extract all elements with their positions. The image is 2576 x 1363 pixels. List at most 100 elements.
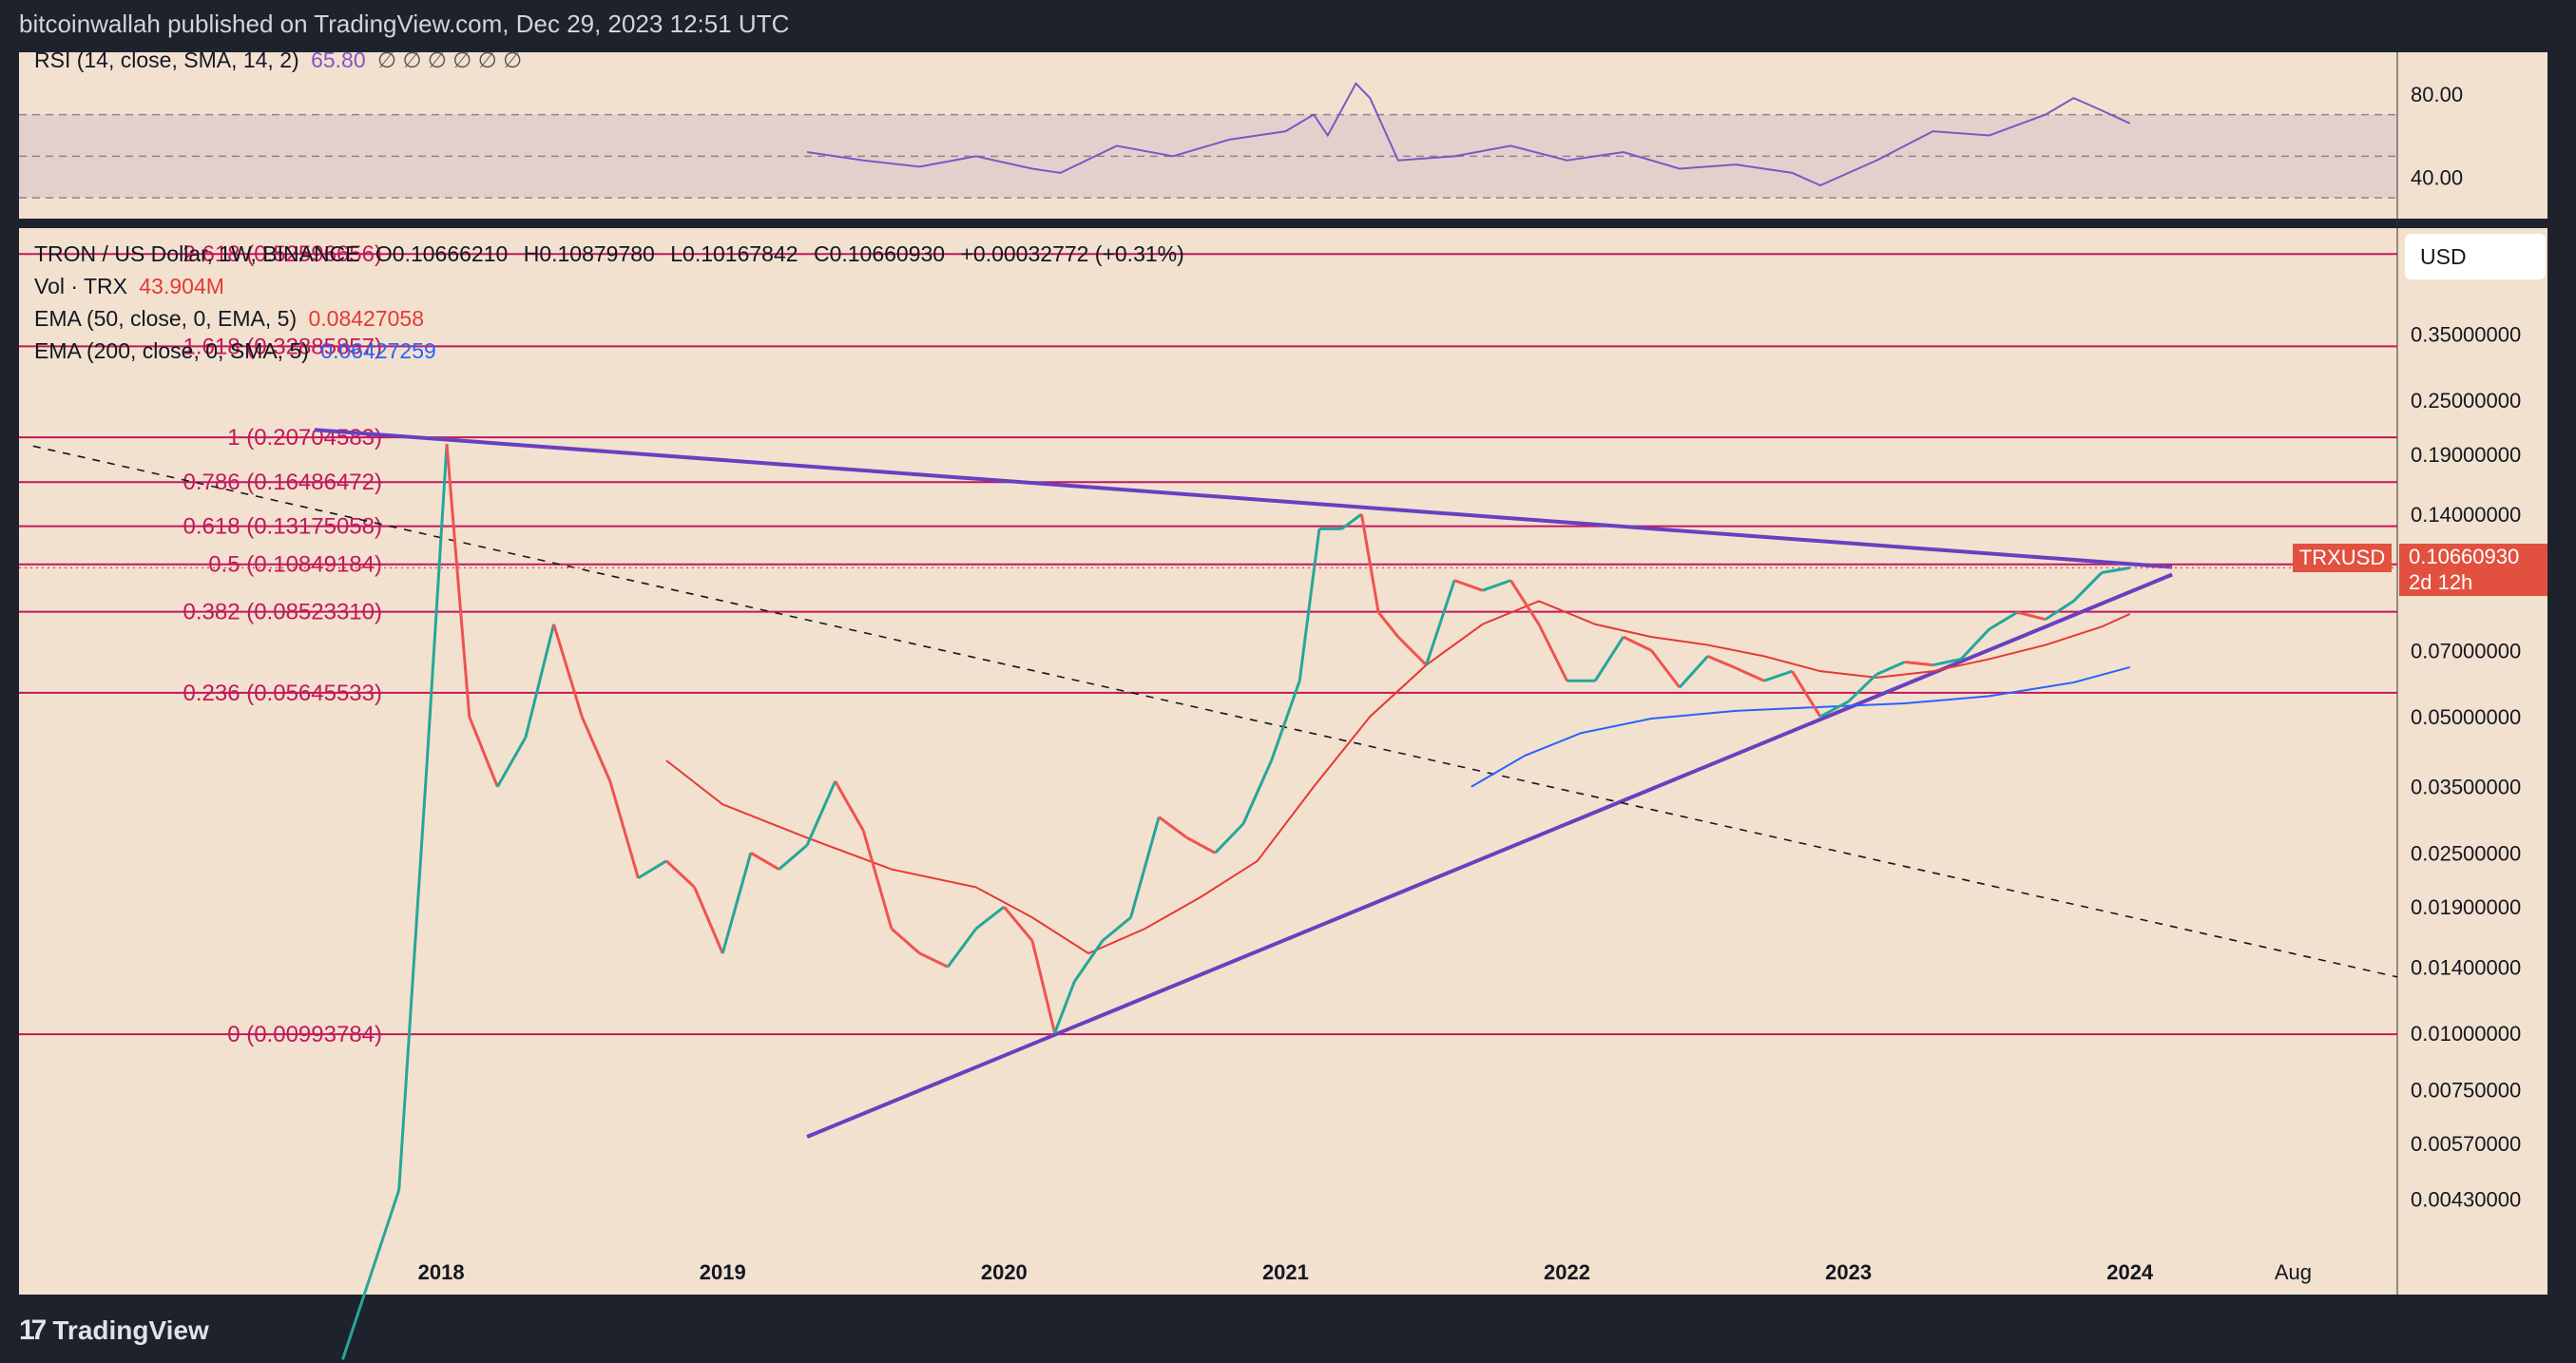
- price-tick-label: 0.02500000: [2411, 841, 2521, 865]
- ema50-legend: EMA (50, close, 0, EMA, 5) 0.08427058: [34, 306, 424, 332]
- price-tick-label: 0.25000000: [2411, 389, 2521, 413]
- time-tick-label: 2021: [1262, 1260, 1309, 1284]
- price-segment: [1678, 655, 1709, 689]
- fib-level-label: 1 (0.20704583): [227, 425, 382, 451]
- price-segment: [1537, 624, 1568, 682]
- ohlc-legend: TRON / US Dollar, 1W, BINANCE O0.1066621…: [34, 241, 1184, 267]
- fib-level-label: 0.618 (0.13175058): [183, 514, 382, 540]
- price-segment: [1214, 822, 1245, 854]
- volume-legend: Vol · TRX 43.904M: [34, 274, 224, 299]
- price-segment: [1340, 512, 1363, 530]
- price-tick-label: 0.07000000: [2411, 639, 2521, 662]
- price-segment: [890, 927, 921, 955]
- price-segment: [1359, 513, 1380, 613]
- price-segment: [834, 780, 865, 832]
- price-segment: [1453, 579, 1484, 592]
- price-segment: [1376, 611, 1400, 639]
- price-segment: [397, 760, 429, 1191]
- ema200-value: 0.06427259: [320, 338, 436, 363]
- low-label: L: [670, 241, 683, 266]
- tradingview-logo[interactable]: 17 TradingView: [19, 1314, 209, 1348]
- ema50-line: [665, 600, 2131, 955]
- price-segment: [1396, 636, 1428, 666]
- price-segment: [1241, 759, 1273, 825]
- price-segment: [750, 852, 780, 871]
- close-value: 0.10660930: [829, 241, 946, 266]
- price-segment: [974, 905, 1006, 931]
- price-segment: [1875, 661, 1906, 676]
- price-segment: [496, 737, 528, 788]
- time-tick-label: 2020: [981, 1260, 1028, 1284]
- price-tick-label: 0.05000000: [2411, 705, 2521, 729]
- time-tick-label: 2022: [1544, 1260, 1590, 1284]
- price-segment: [1988, 610, 2019, 631]
- price-tag-symbol: TRXUSD: [2293, 544, 2392, 572]
- fib-level-label: 0 (0.00993784): [227, 1022, 382, 1047]
- price-axis-background: [2397, 228, 2547, 1245]
- fib-level-label: 1.618 (0.32885857): [183, 334, 382, 359]
- ema200-label: EMA (200, close, 0, SMA, 5): [34, 338, 309, 363]
- rsi-pane-background: [19, 52, 2397, 219]
- price-segment: [2072, 571, 2104, 603]
- ema50-value: 0.08427058: [308, 306, 425, 331]
- rsi-tick-label: 80.00: [2411, 83, 2463, 106]
- symbol-name[interactable]: TRON / US Dollar, 1W, BINANCE: [34, 241, 360, 266]
- price-segment: [693, 886, 724, 954]
- price-segment: [1706, 654, 1737, 670]
- fib-level-label: 0.236 (0.05645533): [183, 681, 382, 706]
- price-tick-label: 0.01400000: [2411, 955, 2521, 979]
- price-segment: [1003, 906, 1034, 942]
- price-segment: [1932, 657, 1962, 667]
- price-series: [19, 444, 2397, 1360]
- price-segment: [861, 830, 894, 930]
- open-label: O: [375, 241, 393, 266]
- price-segment: [1073, 939, 1105, 983]
- fib-level-label: 2.618 (0.52596656): [183, 241, 382, 267]
- price-tick-label: 0.00750000: [2411, 1078, 2521, 1102]
- currency-button[interactable]: USD: [2405, 234, 2546, 279]
- rsi-pane: 80.00 40.00: [19, 82, 2463, 199]
- price-segment: [2045, 600, 2075, 621]
- price-segment: [341, 1189, 401, 1360]
- price-segment: [1425, 580, 1456, 666]
- price-tick-label: 0.03500000: [2411, 776, 2521, 799]
- high-value: 0.10879780: [539, 241, 655, 266]
- fib-level-label: 0.5 (0.10849184): [208, 552, 382, 578]
- fibonacci-retracement: 2.618 (0.52596656) 1.618 (0.32885857) 1 (0…: [19, 241, 2397, 1047]
- price-segment: [1735, 666, 1765, 682]
- price-segment: [1509, 579, 1541, 625]
- rsi-axis-background: [2397, 52, 2547, 219]
- tradingview-icon: 17: [19, 1315, 47, 1346]
- price-segment: [2101, 566, 2130, 574]
- price-segment: [1847, 673, 1878, 703]
- price-segment: [918, 951, 949, 969]
- price-tag-price: 0.10660930: [2409, 545, 2520, 568]
- rsi-legend: RSI (14, close, SMA, 14, 2) 65.80 ∅ ∅ ∅ …: [34, 48, 522, 73]
- price-segment: [1650, 649, 1682, 689]
- publisher-credit: bitcoinwallah published on TradingView.c…: [19, 10, 790, 38]
- ema200-line: [1471, 665, 2130, 788]
- rsi-title: RSI (14, close, SMA, 14, 2): [34, 48, 299, 72]
- close-label: C: [813, 241, 830, 266]
- price-segment: [1623, 635, 1653, 652]
- rsi-tick-label: 40.00: [2411, 165, 2463, 189]
- price-segment: [1819, 700, 1850, 719]
- footer-brand: TradingView: [52, 1315, 209, 1345]
- price-segment: [637, 859, 667, 880]
- time-axis-background: [19, 1245, 2547, 1295]
- rsi-line: [806, 82, 2131, 187]
- price-axis: 0.35000000 0.25000000 0.19000000 0.14000000…: [2411, 322, 2521, 1211]
- price-tick-label: 0.00430000: [2411, 1187, 2521, 1211]
- price-segment: [664, 859, 696, 889]
- price-segment: [778, 844, 809, 871]
- price-segment: [721, 852, 753, 954]
- price-tick-label: 0.19000000: [2411, 443, 2521, 467]
- price-segment: [1186, 836, 1217, 854]
- price-segment: [1593, 636, 1625, 682]
- change-value: +0.00032772 (+0.31%): [960, 241, 1184, 266]
- price-tag-value: 0.10660930 2d 12h: [2399, 544, 2547, 596]
- price-segment: [552, 624, 584, 718]
- pane-backgrounds: [19, 52, 2547, 1295]
- price-segment: [468, 716, 499, 788]
